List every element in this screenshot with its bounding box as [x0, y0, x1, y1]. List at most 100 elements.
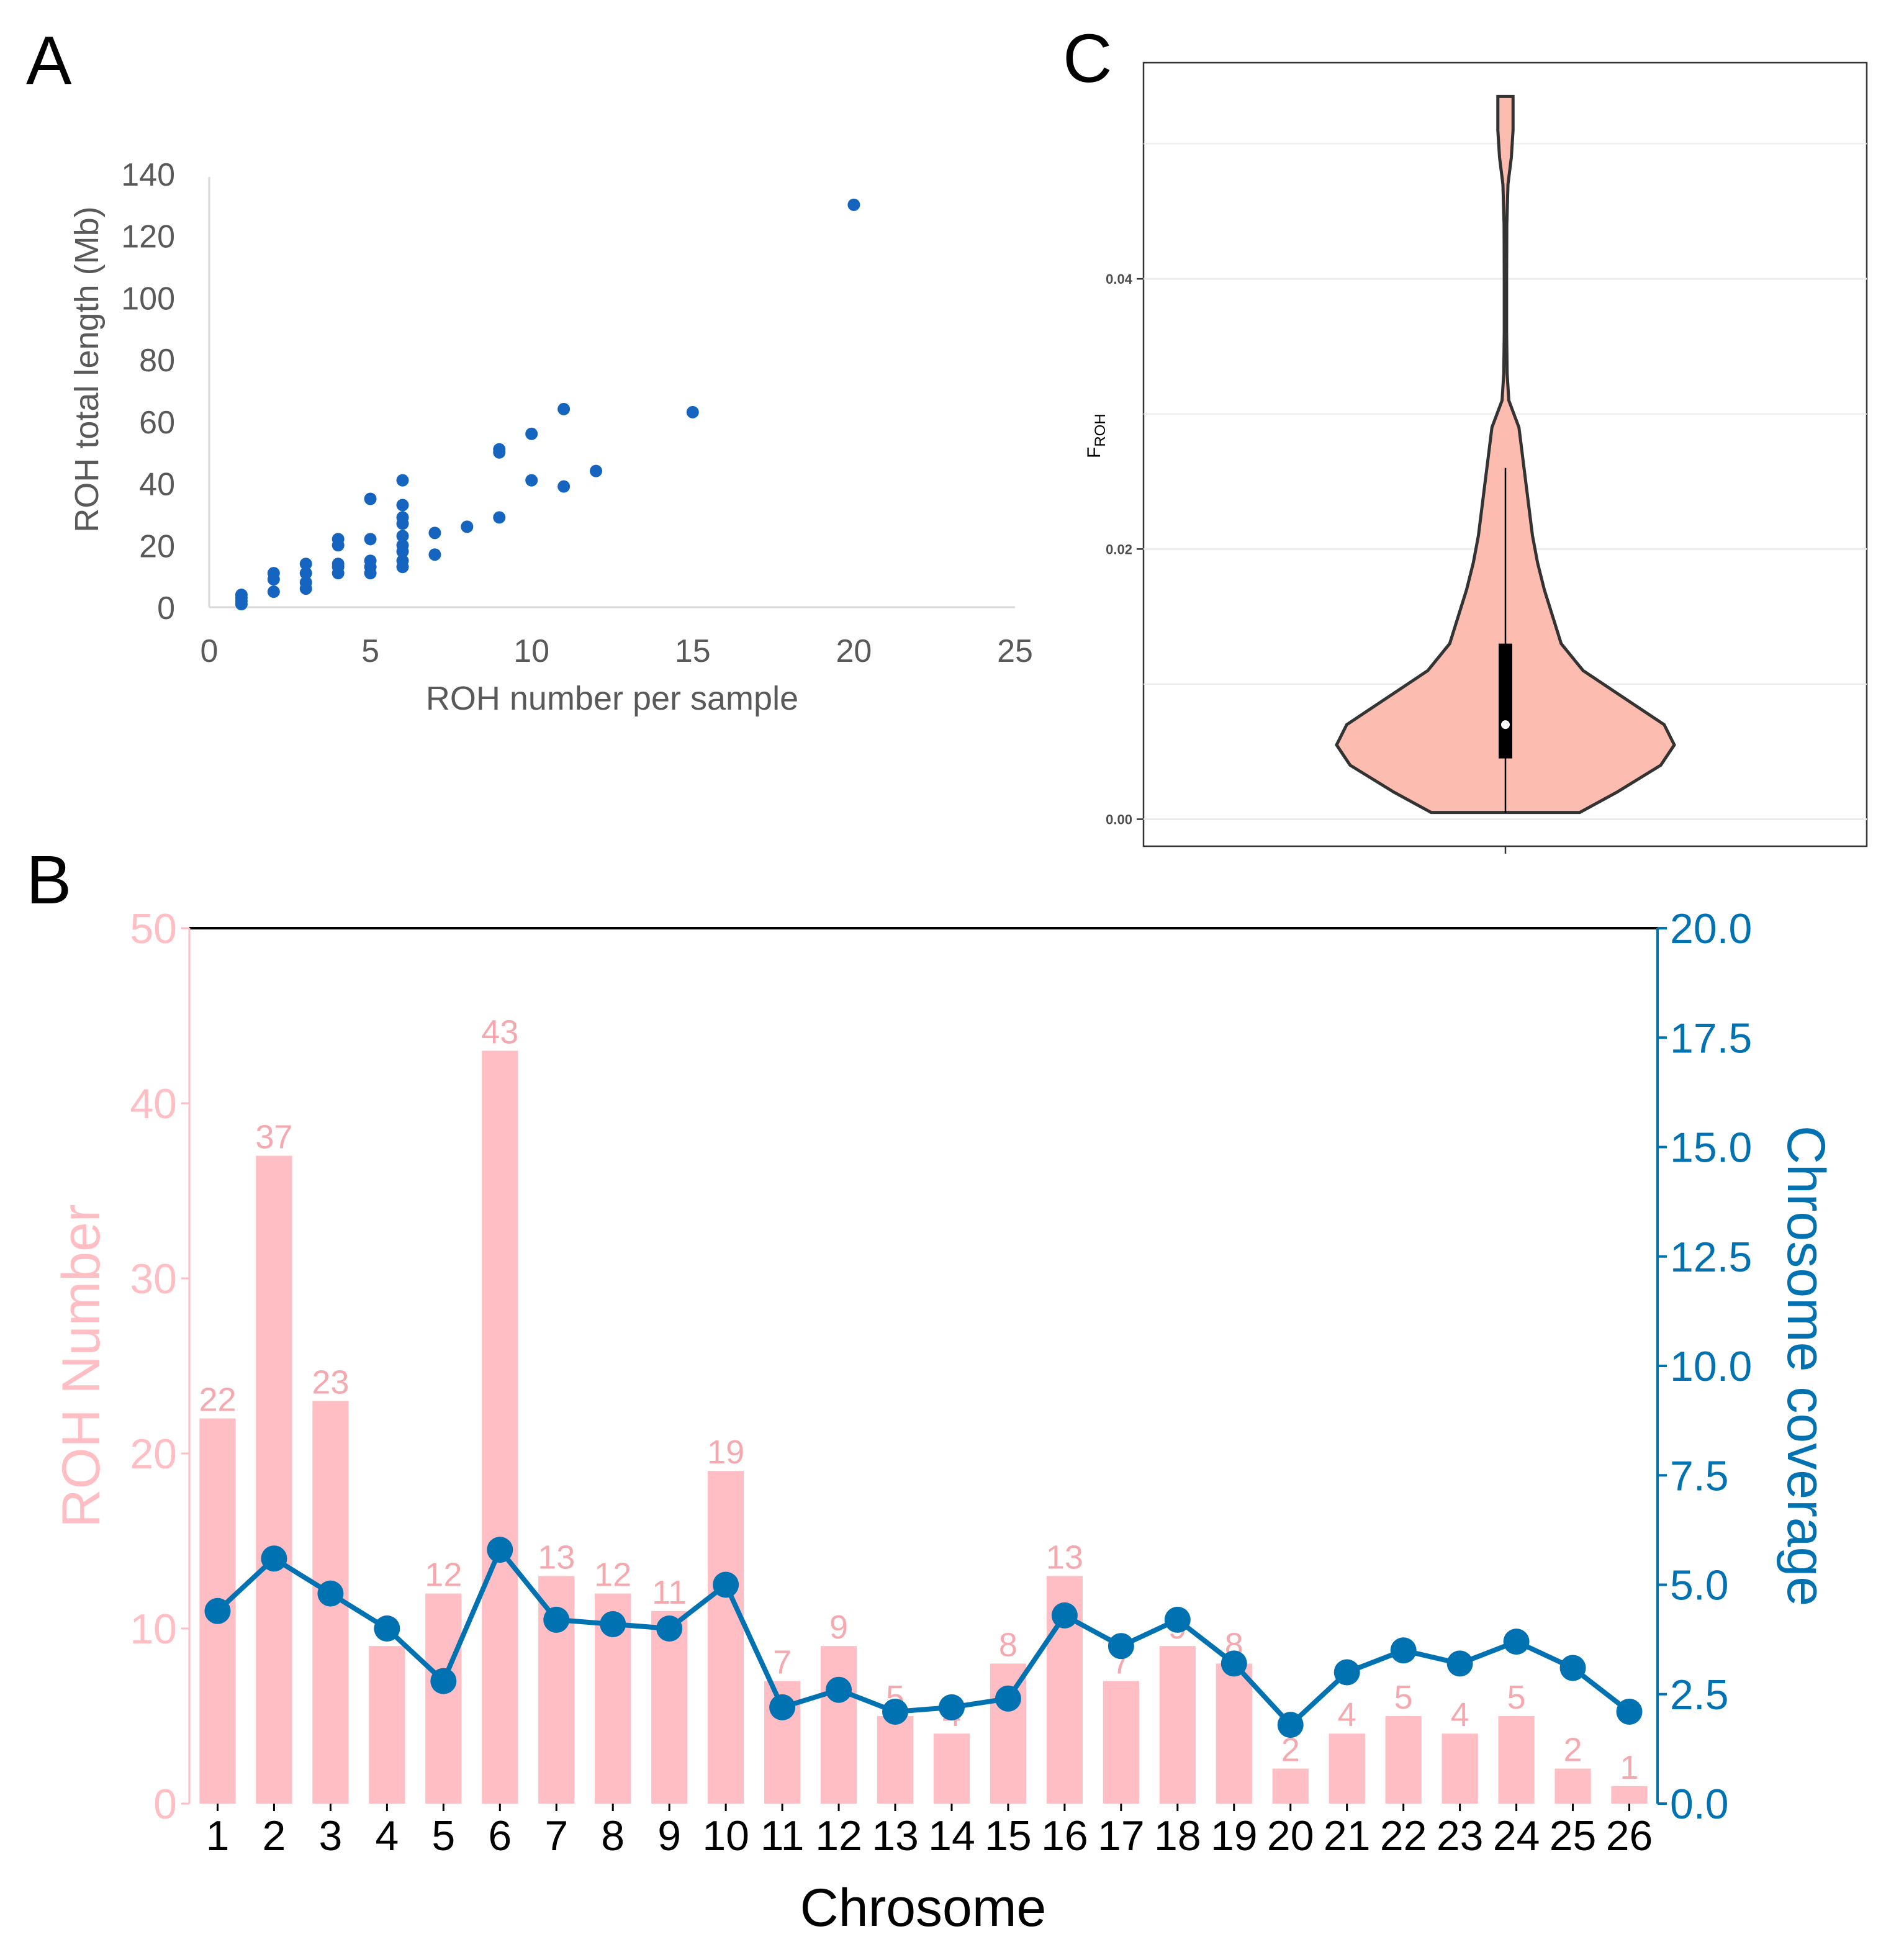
- coverage-point: [1277, 1712, 1304, 1738]
- scatter-point: [525, 427, 538, 440]
- scatter-point: [235, 589, 248, 602]
- bar-y-tick-label: 0: [153, 1781, 177, 1828]
- scatter-x-tick-label: 15: [675, 633, 711, 669]
- violin-median-point: [1501, 720, 1510, 730]
- bar-x-tick-label: 16: [1041, 1812, 1088, 1859]
- scatter-y-axis-label: ROH total length (Mb): [68, 206, 106, 532]
- coverage-point: [317, 1580, 344, 1607]
- panel-label-b: B: [26, 842, 71, 918]
- bar-value-label: 4: [1338, 1696, 1356, 1733]
- bar-y-tick-label: 20: [130, 1430, 177, 1478]
- scatter-point: [396, 539, 409, 552]
- scatter-x-tick-label: 5: [361, 633, 379, 669]
- scatter-y-tick-label: 140: [121, 157, 175, 193]
- scatter-x-tick-label: 0: [201, 633, 219, 669]
- bar: [651, 1611, 688, 1804]
- bar-value-label: 5: [1394, 1679, 1413, 1716]
- scatter-chart-a: 0 20 40 60 80 100 120 140 0 5 10 15 20 25 ROH number…: [68, 157, 1033, 717]
- scatter-point: [557, 402, 571, 415]
- scatter-point: [364, 554, 377, 567]
- bar: [425, 1593, 462, 1804]
- bar-x-tick-label: 17: [1098, 1812, 1145, 1859]
- bar: [990, 1663, 1027, 1804]
- coverage-point: [1051, 1602, 1078, 1629]
- bar-x-tick-label: 6: [488, 1812, 512, 1859]
- coverage-point: [1446, 1650, 1473, 1677]
- coverage-point: [1503, 1629, 1530, 1655]
- violin-box: [1499, 643, 1512, 759]
- bar-value-label: 8: [999, 1626, 1017, 1663]
- scatter-point: [267, 585, 280, 599]
- coverage-y-tick-label: 20.0: [1670, 905, 1752, 952]
- bar: [256, 1155, 292, 1804]
- bar: [1611, 1786, 1648, 1804]
- violin-y-label-sub: ROH: [1092, 413, 1109, 446]
- bar: [1216, 1663, 1252, 1804]
- scatter-point: [525, 474, 538, 487]
- bar-x-tick-label: 24: [1493, 1812, 1540, 1859]
- bar-x-tick-label: 12: [815, 1812, 862, 1859]
- bar-y-tick-label: 40: [130, 1080, 177, 1127]
- scatter-point: [847, 198, 860, 211]
- coverage-y-tick-label: 12.5: [1670, 1234, 1752, 1281]
- coverage-y-tick-label: 10.0: [1670, 1343, 1752, 1390]
- coverage-point: [261, 1545, 287, 1572]
- scatter-point: [299, 576, 312, 589]
- bar-y-tick-label: 10: [130, 1606, 177, 1653]
- scatter-point: [461, 520, 474, 533]
- scatter-point: [493, 511, 506, 524]
- bar-x-tick-label: 11: [760, 1812, 805, 1859]
- coverage-point: [826, 1676, 852, 1703]
- scatter-point: [299, 558, 312, 571]
- scatter-y-tick-label: 120: [121, 219, 175, 255]
- coverage-point: [374, 1615, 400, 1642]
- coverage-point: [1108, 1633, 1134, 1660]
- scatter-x-tick-label: 20: [836, 633, 872, 669]
- bar: [933, 1733, 970, 1804]
- coverage-point: [938, 1694, 965, 1720]
- bar: [369, 1646, 405, 1804]
- coverage-y-tick-label: 7.5: [1670, 1452, 1729, 1499]
- bar: [1498, 1716, 1535, 1804]
- bar-x-tick-label: 14: [928, 1812, 975, 1859]
- bar: [1272, 1768, 1309, 1804]
- bar: [1159, 1646, 1196, 1804]
- bar-x-tick-label: 20: [1267, 1812, 1314, 1859]
- violin-chart-c: 0.00 0.02 0.04 FROH: [1084, 61, 1868, 854]
- bar-x-tick-label: 21: [1324, 1812, 1371, 1859]
- bar-x-tick-label: 15: [985, 1812, 1032, 1859]
- scatter-point: [493, 443, 506, 456]
- scatter-point: [332, 533, 345, 546]
- scatter-y-tick-label: 0: [157, 590, 175, 626]
- scatter-y-tick-label: 100: [121, 281, 175, 317]
- bar-value-label: 12: [425, 1557, 462, 1594]
- coverage-point: [882, 1698, 909, 1725]
- bar: [1554, 1768, 1591, 1804]
- bar-value-label: 11: [652, 1574, 687, 1611]
- violin-y-tick-label: 0.02: [1106, 541, 1132, 557]
- scatter-point: [686, 405, 699, 418]
- scatter-point: [364, 492, 377, 505]
- coverage-point: [1390, 1637, 1417, 1664]
- scatter-point: [428, 548, 441, 561]
- bar-x-tick-label: 4: [375, 1812, 399, 1859]
- coverage-y-tick-label: 0.0: [1670, 1781, 1729, 1828]
- violin-y-tick-label: 0.00: [1106, 811, 1132, 827]
- panel-label-a: A: [26, 22, 72, 99]
- bar: [1103, 1681, 1139, 1804]
- bar-x-tick-label: 25: [1550, 1812, 1597, 1859]
- bar: [877, 1716, 914, 1804]
- coverage-y-tick-label: 17.5: [1670, 1014, 1752, 1062]
- bar: [708, 1471, 744, 1804]
- coverage-point: [713, 1571, 739, 1598]
- scatter-y-tick-label: 40: [139, 467, 175, 503]
- coverage-point: [1220, 1650, 1247, 1677]
- bar-right-axis-label: Chrosome coverage: [1776, 1126, 1836, 1606]
- scatter-point: [557, 480, 571, 493]
- bar-x-tick-label: 3: [318, 1812, 342, 1859]
- bar-value-label: 4: [1451, 1696, 1469, 1733]
- scatter-point: [364, 533, 377, 546]
- bar-x-tick-label: 5: [431, 1812, 455, 1859]
- bar-x-tick-label: 1: [206, 1812, 230, 1859]
